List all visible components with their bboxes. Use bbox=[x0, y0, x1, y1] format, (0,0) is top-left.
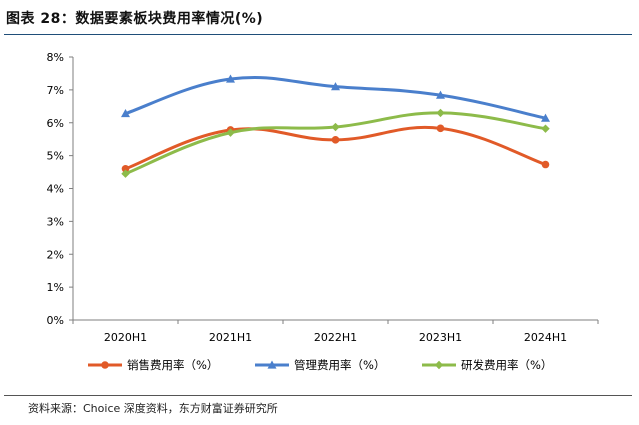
legend-marker bbox=[267, 360, 277, 369]
footer-rule bbox=[4, 395, 632, 396]
data-point bbox=[226, 128, 235, 137]
data-point bbox=[541, 124, 550, 133]
figure-title: 图表 28：数据要素板块费用率情况(%) bbox=[6, 11, 264, 27]
data-point bbox=[436, 108, 445, 118]
data-point bbox=[121, 169, 130, 178]
data-point bbox=[226, 74, 235, 83]
title-rule bbox=[4, 34, 632, 35]
legend-marker bbox=[434, 360, 444, 370]
y-tick-label: 0% bbox=[47, 314, 64, 327]
y-tick-label: 3% bbox=[47, 215, 64, 228]
data-point bbox=[121, 109, 130, 118]
legend-label: 研发费用率（%） bbox=[461, 358, 552, 372]
y-tick-label: 6% bbox=[47, 117, 64, 130]
x-tick-label: 2023H1 bbox=[419, 331, 462, 344]
y-tick-label: 8% bbox=[47, 51, 64, 64]
x-tick-label: 2021H1 bbox=[209, 331, 252, 344]
data-point bbox=[436, 124, 445, 133]
y-tick-label: 1% bbox=[47, 281, 64, 294]
data-point bbox=[541, 113, 550, 122]
series-line-0 bbox=[124, 125, 547, 171]
y-tick-label: 2% bbox=[47, 248, 64, 261]
legend-label: 管理费用率（%） bbox=[294, 358, 385, 372]
data-point bbox=[436, 90, 445, 99]
y-tick-label: 4% bbox=[47, 183, 64, 196]
data-point bbox=[331, 82, 340, 91]
data-point bbox=[331, 136, 340, 144]
x-tick-label: 2020H1 bbox=[104, 331, 147, 344]
data-point bbox=[331, 122, 340, 132]
y-tick-label: 7% bbox=[47, 84, 64, 97]
legend-marker bbox=[101, 361, 109, 369]
x-tick-label: 2024H1 bbox=[524, 331, 567, 344]
y-tick-label: 5% bbox=[47, 150, 64, 163]
data-point bbox=[121, 164, 130, 173]
data-point bbox=[541, 160, 550, 169]
legend-label: 销售费用率（%） bbox=[127, 358, 218, 372]
x-tick-label: 2022H1 bbox=[314, 331, 357, 344]
source-note: 资料来源：Choice 深度资料，东方财富证券研究所 bbox=[28, 402, 278, 415]
